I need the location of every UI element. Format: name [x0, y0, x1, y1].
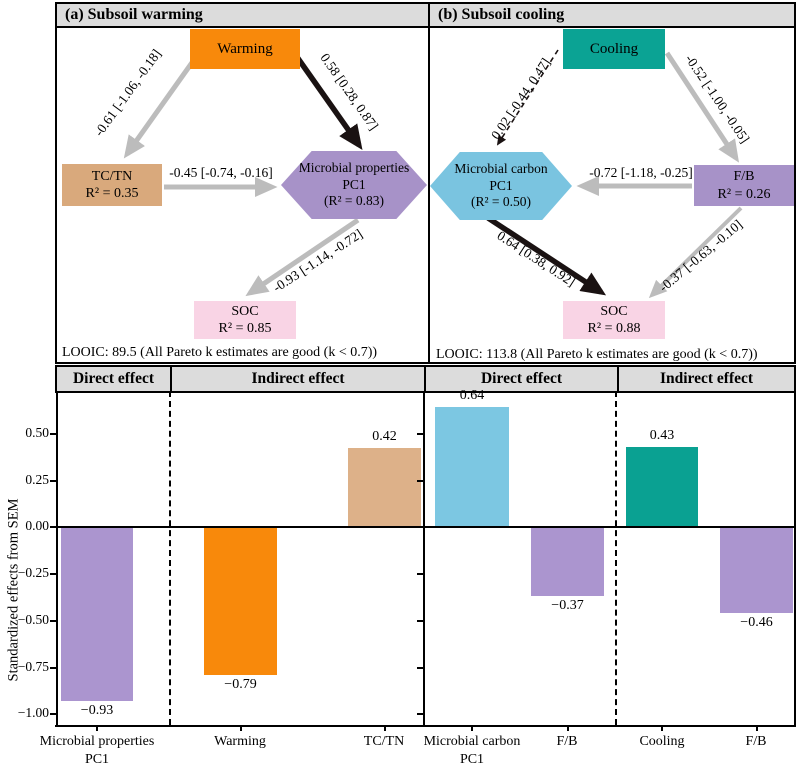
node-soc-b: SOC R² = 0.88	[563, 301, 665, 339]
y-tick	[50, 620, 57, 622]
x-category-label: Cooling	[639, 734, 685, 749]
direct-indirect-separator-a	[169, 391, 171, 725]
x-tick	[471, 726, 473, 731]
bar-value-label: 0.64	[459, 388, 485, 403]
zero-line	[57, 526, 794, 528]
x-category-label: F/B	[556, 734, 578, 749]
x-category-label: TC/TN	[363, 734, 405, 749]
chart-header-indirect-a: Indirect effect	[170, 365, 426, 393]
y-tick	[50, 573, 57, 575]
y-tick	[50, 667, 57, 669]
edge-label-fb-pc1: -0.72 [-1.18, -0.25]	[589, 165, 693, 180]
bar-microbial-carbon-pc1: 0.64	[435, 388, 509, 726]
node-pc1b-line1: Microbial carbon	[454, 160, 548, 176]
bar-microbial-properties-pc1: −0.93	[61, 391, 133, 726]
node-cooling-label: Cooling	[589, 40, 639, 57]
y-tick	[417, 620, 424, 622]
x-category-label: Warming	[214, 734, 266, 749]
x-tick	[96, 726, 98, 731]
x-axis-line	[55, 725, 796, 727]
y-tick	[50, 713, 57, 715]
node-soc-a-r2: R² = 0.85	[218, 321, 272, 336]
chart-header-indirect-b: Indirect effect	[617, 365, 796, 393]
y-tick	[50, 526, 57, 528]
y-tick-label: 0.00	[25, 518, 49, 533]
y-axis-title: Standardized effects from SEM	[5, 498, 22, 682]
node-warming-label: Warming	[217, 40, 273, 57]
node-pc1b-r2: (R² = 0.50)	[470, 194, 532, 210]
x-tick	[756, 726, 758, 731]
node-tctn-r2: R² = 0.35	[85, 186, 139, 201]
y-tick-label: 0.50	[25, 425, 49, 440]
edge-label-tctn-pc1: -0.45 [-0.74, -0.16]	[169, 165, 273, 180]
y-tick	[417, 667, 424, 669]
bar-value-label: 0.42	[372, 429, 397, 444]
y-tick	[50, 480, 57, 482]
plot-right-border	[794, 391, 796, 727]
y-tick	[417, 480, 424, 482]
bar-cooling: 0.43	[626, 391, 698, 726]
y-tick-label: −0.50	[17, 612, 49, 627]
bar-value-label: −0.79	[224, 677, 257, 692]
node-cooling: Cooling	[563, 29, 665, 69]
chart-header-direct-b: Direct effect	[424, 365, 619, 393]
x-tick	[240, 726, 242, 731]
y-tick-label: −1.00	[17, 705, 49, 720]
bar-warming: −0.79	[204, 391, 277, 726]
bar-value-label: −0.37	[551, 598, 584, 613]
node-pc1a-line2: PC1	[342, 176, 366, 192]
looic-note-a: LOOIC: 89.5 (All Pareto k estimates are …	[62, 345, 378, 360]
node-soc-a-label: SOC	[231, 303, 259, 319]
looic-note-b: LOOIC: 113.8 (All Pareto k estimates are…	[436, 347, 758, 362]
bar-value-label: −0.46	[740, 615, 773, 630]
node-fb-r2: R² = 0.26	[717, 186, 771, 202]
x-tick	[567, 726, 569, 731]
node-soc-b-r2: R² = 0.88	[587, 321, 641, 336]
node-pc1a-r2: (R² = 0.83)	[323, 193, 385, 209]
y-tick-label: −0.75	[17, 659, 49, 674]
node-fb-label: F/B	[733, 169, 755, 184]
y-axis-line-left	[56, 391, 58, 727]
node-soc-a: SOC R² = 0.85	[194, 301, 296, 339]
panel-a-title: (a) Subsoil warming	[57, 4, 428, 28]
x-category-label: Microbial properties PC1	[39, 734, 155, 767]
y-tick-label: 0.25	[25, 472, 49, 487]
node-fb: F/B R² = 0.26	[694, 165, 794, 206]
node-microbial-properties-pc1: Microbial properties PC1 (R² = 0.83)	[281, 151, 427, 219]
node-warming: Warming	[190, 29, 300, 69]
node-tctn: TC/TN R² = 0.35	[62, 164, 162, 206]
node-microbial-carbon-pc1: Microbial carbon PC1 (R² = 0.50)	[430, 152, 572, 220]
bar-fb-direct: −0.37	[531, 391, 604, 726]
bar-value-label: −0.93	[80, 703, 114, 718]
y-tick	[417, 713, 424, 715]
chart-divider-line	[423, 391, 425, 727]
x-category-label: Microbial carbon PC1	[423, 734, 521, 767]
x-category-label: F/B	[745, 734, 767, 749]
bar-fb-indirect: −0.46	[720, 391, 793, 726]
y-tick	[417, 433, 424, 435]
y-tick	[50, 433, 57, 435]
y-tick-label: −0.25	[17, 565, 49, 580]
x-tick	[661, 726, 663, 731]
node-pc1a-line1: Microbial properties	[298, 159, 410, 175]
node-tctn-label: TC/TN	[91, 168, 133, 184]
direct-indirect-separator-b	[615, 391, 617, 725]
bar-tctn: 0.42	[348, 391, 421, 726]
x-tick	[384, 726, 386, 731]
node-pc1b-line2: PC1	[489, 177, 513, 193]
chart-header-direct-a: Direct effect	[55, 365, 172, 393]
panel-b-title: (b) Subsoil cooling	[430, 4, 794, 28]
node-soc-b-label: SOC	[600, 303, 628, 319]
y-tick	[417, 573, 424, 575]
bar-value-label: 0.43	[649, 428, 675, 443]
